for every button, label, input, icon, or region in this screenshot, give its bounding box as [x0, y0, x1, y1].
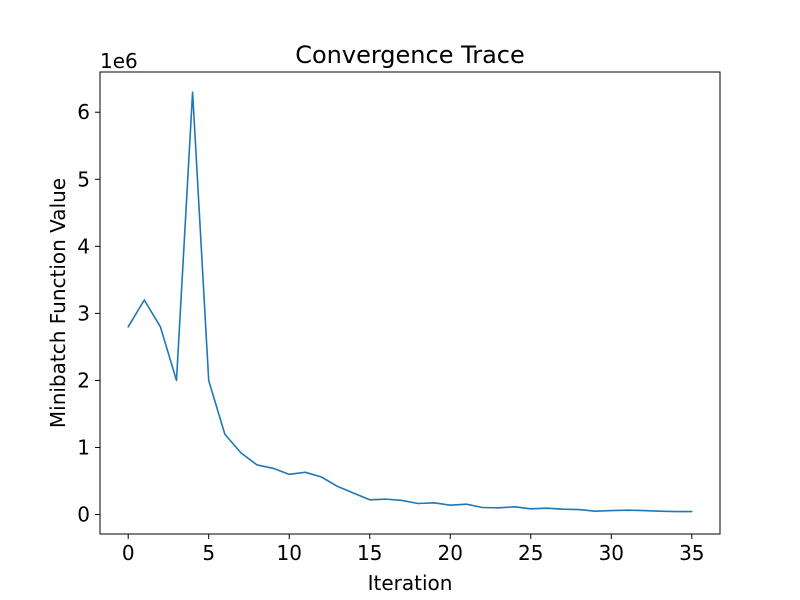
axes-frame: [99, 71, 721, 535]
x-tick-label: 30: [599, 541, 624, 565]
x-tick-label: 15: [357, 541, 382, 565]
y-tick-label: 6: [77, 100, 90, 124]
x-tick-label: 35: [679, 541, 704, 565]
y-tick-label: 2: [77, 368, 90, 392]
x-tick-label: 20: [438, 541, 463, 565]
x-tick-label: 0: [122, 541, 135, 565]
series-line: [127, 91, 693, 513]
y-axis-label: Minibatch Function Value: [46, 178, 70, 428]
y-tick-label: 1: [77, 436, 90, 460]
x-tick-label: 5: [202, 541, 215, 565]
plot-area: [127, 91, 693, 513]
y-axis: 0 1 2 3 4 5 6: [77, 100, 100, 527]
chart-title: Convergence Trace: [295, 41, 525, 69]
y-tick-label: 0: [77, 503, 90, 527]
y-tick-label: 4: [77, 234, 90, 258]
x-axis: 0 5 10 15 20 25 30 35: [122, 534, 705, 565]
x-tick-label: 25: [518, 541, 543, 565]
y-tick-label: 5: [77, 167, 90, 191]
y-tick-label: 3: [77, 301, 90, 325]
x-tick-label: 10: [276, 541, 301, 565]
x-axis-label: Iteration: [368, 571, 453, 595]
y-offset-label: 1e6: [100, 49, 138, 73]
